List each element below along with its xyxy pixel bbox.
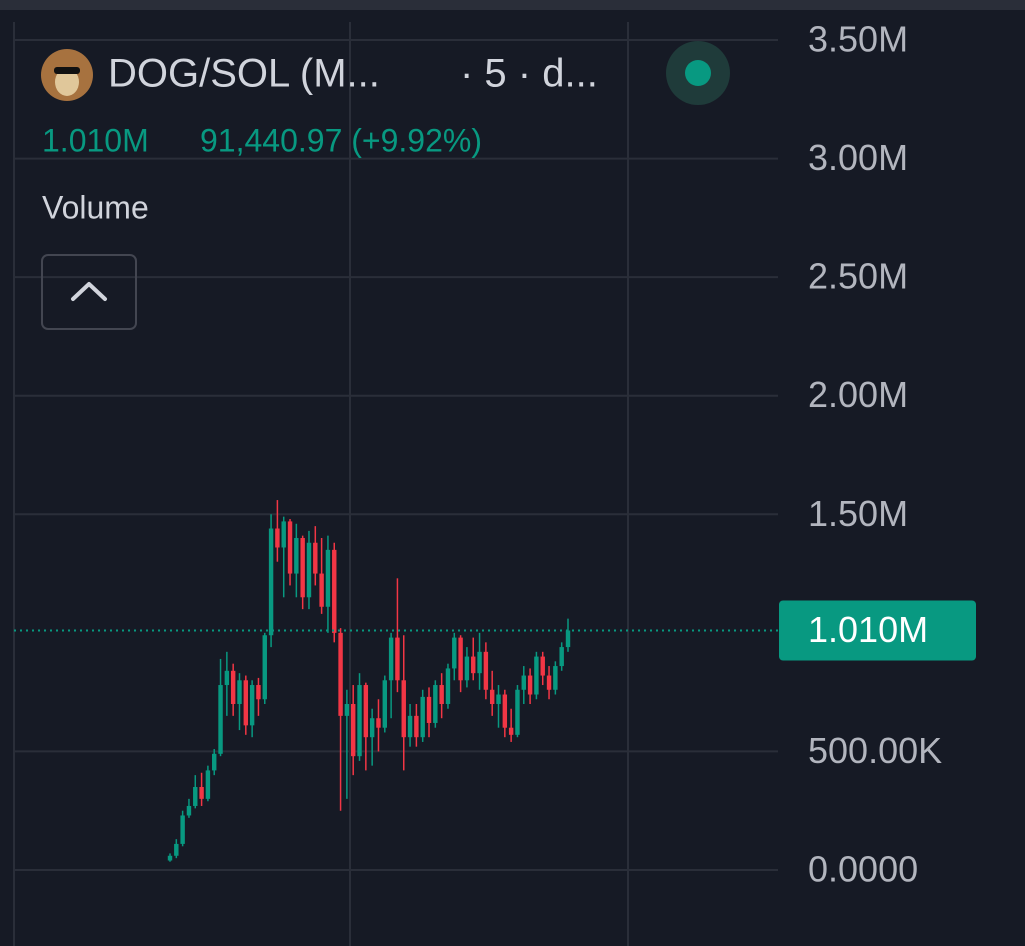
candle-body [388,637,394,681]
candle-body [344,704,350,716]
legend: DOG/SOL (M... · 5 · d... 1.010M 91,440.9… [41,41,730,330]
candle-body [420,696,425,738]
candle-body [218,685,223,754]
candle-body [174,843,179,856]
candle-body [357,685,362,757]
y-tick-label: 2.50M [808,256,908,297]
candle-body [527,675,533,695]
candle-body [268,528,274,636]
candle-body [496,694,501,704]
candle-body [376,718,381,728]
interval: · 5 · d... [460,52,598,96]
candle-body [256,685,261,700]
avatar-face [55,68,79,96]
candle-body [281,521,286,548]
candle-body [508,727,514,735]
candle-body [300,538,305,598]
y-axis: 0.0000 500.00K 1.50M 2.00M 2.50M 3.00M 3.50M 1.… [779,19,976,890]
candle-body [489,689,495,704]
candle-body [401,680,406,738]
y-tick-label: 1.50M [808,493,908,534]
y-tick-label: 500.00K [808,730,942,771]
candle-body [553,666,558,690]
candle-body [515,689,520,735]
y-tick-label: 0.0000 [808,849,918,890]
candle-body [559,647,564,667]
candle-body [477,651,482,674]
candle-body [325,549,331,607]
candle-body [464,656,470,681]
candle-body [521,675,526,690]
status-dot[interactable] [685,60,711,86]
candle-body [546,675,552,690]
legend-last-value: 1.010M [42,122,149,158]
candle-body [395,637,400,681]
candle-body [275,528,280,548]
candle-body [167,855,173,861]
candle-body [319,573,324,607]
indicator-label: Volume [42,189,149,225]
candle-body [230,670,236,704]
y-tick-label: 2.00M [808,374,908,415]
candle-body [180,815,185,844]
candle-body [382,680,388,728]
candle-body [249,685,255,726]
candle-body [483,651,489,690]
candle-body [186,805,192,816]
candle-body [287,521,293,574]
collapse-button[interactable] [41,254,137,330]
candle-body [243,680,249,726]
candle-body [471,656,476,674]
candle-body [534,656,539,695]
candle-body [433,685,438,723]
candle-body [237,680,242,704]
y-tick-label: 3.50M [808,19,908,60]
candle-body [313,542,318,574]
candle-body [294,538,299,574]
candle-body [199,787,204,799]
candle-body [193,787,198,806]
candle-body [540,656,545,676]
candle-body [350,704,356,757]
legend-change: 91,440.97 (+9.92%) [200,122,482,158]
symbol-title: DOG/SOL (M... [108,52,380,96]
candle-body [414,715,419,738]
candle-body [452,637,457,669]
y-tick-label: 3.00M [808,137,908,178]
candle-body [565,630,571,648]
candle-body [445,668,451,704]
candle-body [262,635,267,700]
grid [14,39,778,871]
chevron-icon [71,282,107,301]
candle-body [369,718,375,738]
candle-body [426,696,432,723]
candles [14,500,778,862]
candle-body [439,685,444,704]
candle-body [363,685,369,738]
top-border [0,0,1025,10]
candle-body [338,632,343,716]
candle-body [407,715,413,738]
candle-body [332,549,337,633]
candle-body [306,542,312,598]
candle-body [458,637,463,681]
last-price-label: 1.010M [808,609,928,650]
last-price-tag [779,600,976,661]
candle-body [224,670,230,686]
candle-body [212,753,217,771]
avatar-glasses [54,67,80,74]
candle-body [205,770,211,799]
candle-body [502,694,508,728]
